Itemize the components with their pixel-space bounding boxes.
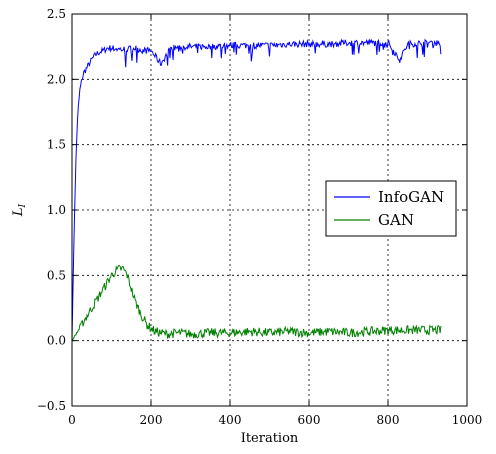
y-axis-label-subscript: I [18,203,28,208]
x-axis-label: Iteration [241,431,299,446]
x-tick-label: 1000 [452,413,483,427]
legend-box [325,180,457,237]
x-tick-label: 600 [298,413,321,427]
y-tick-label: 2.0 [47,72,66,86]
x-tick-label: 0 [68,413,76,427]
x-tick-label: 800 [377,413,400,427]
y-tick-label: 2.5 [47,7,66,21]
y-tick-label: 1.5 [47,138,66,152]
grid-lines [72,14,467,406]
legend: InfoGAN GAN [325,180,457,237]
y-tick-label: −0.5 [37,399,66,413]
series-line-gan [71,264,442,341]
x-tick-label: 200 [140,413,163,427]
y-tick-label: 0.0 [47,334,66,348]
legend-label-infogan: InfoGAN [378,188,444,206]
axis-ticks: 0 200 400 600 800 1000 −0.5 0.0 0.5 1.0 1.5 2.0 2.5 [37,7,482,427]
y-tick-label: 1.0 [47,203,66,217]
series-line-infogan [71,38,442,341]
legend-label-gan: GAN [378,211,414,229]
y-axis-label-main: L [11,207,26,217]
x-tick-label: 400 [219,413,242,427]
series-lines [71,38,442,341]
y-axis-label: LI [11,203,28,217]
y-tick-label: 0.5 [47,268,66,282]
